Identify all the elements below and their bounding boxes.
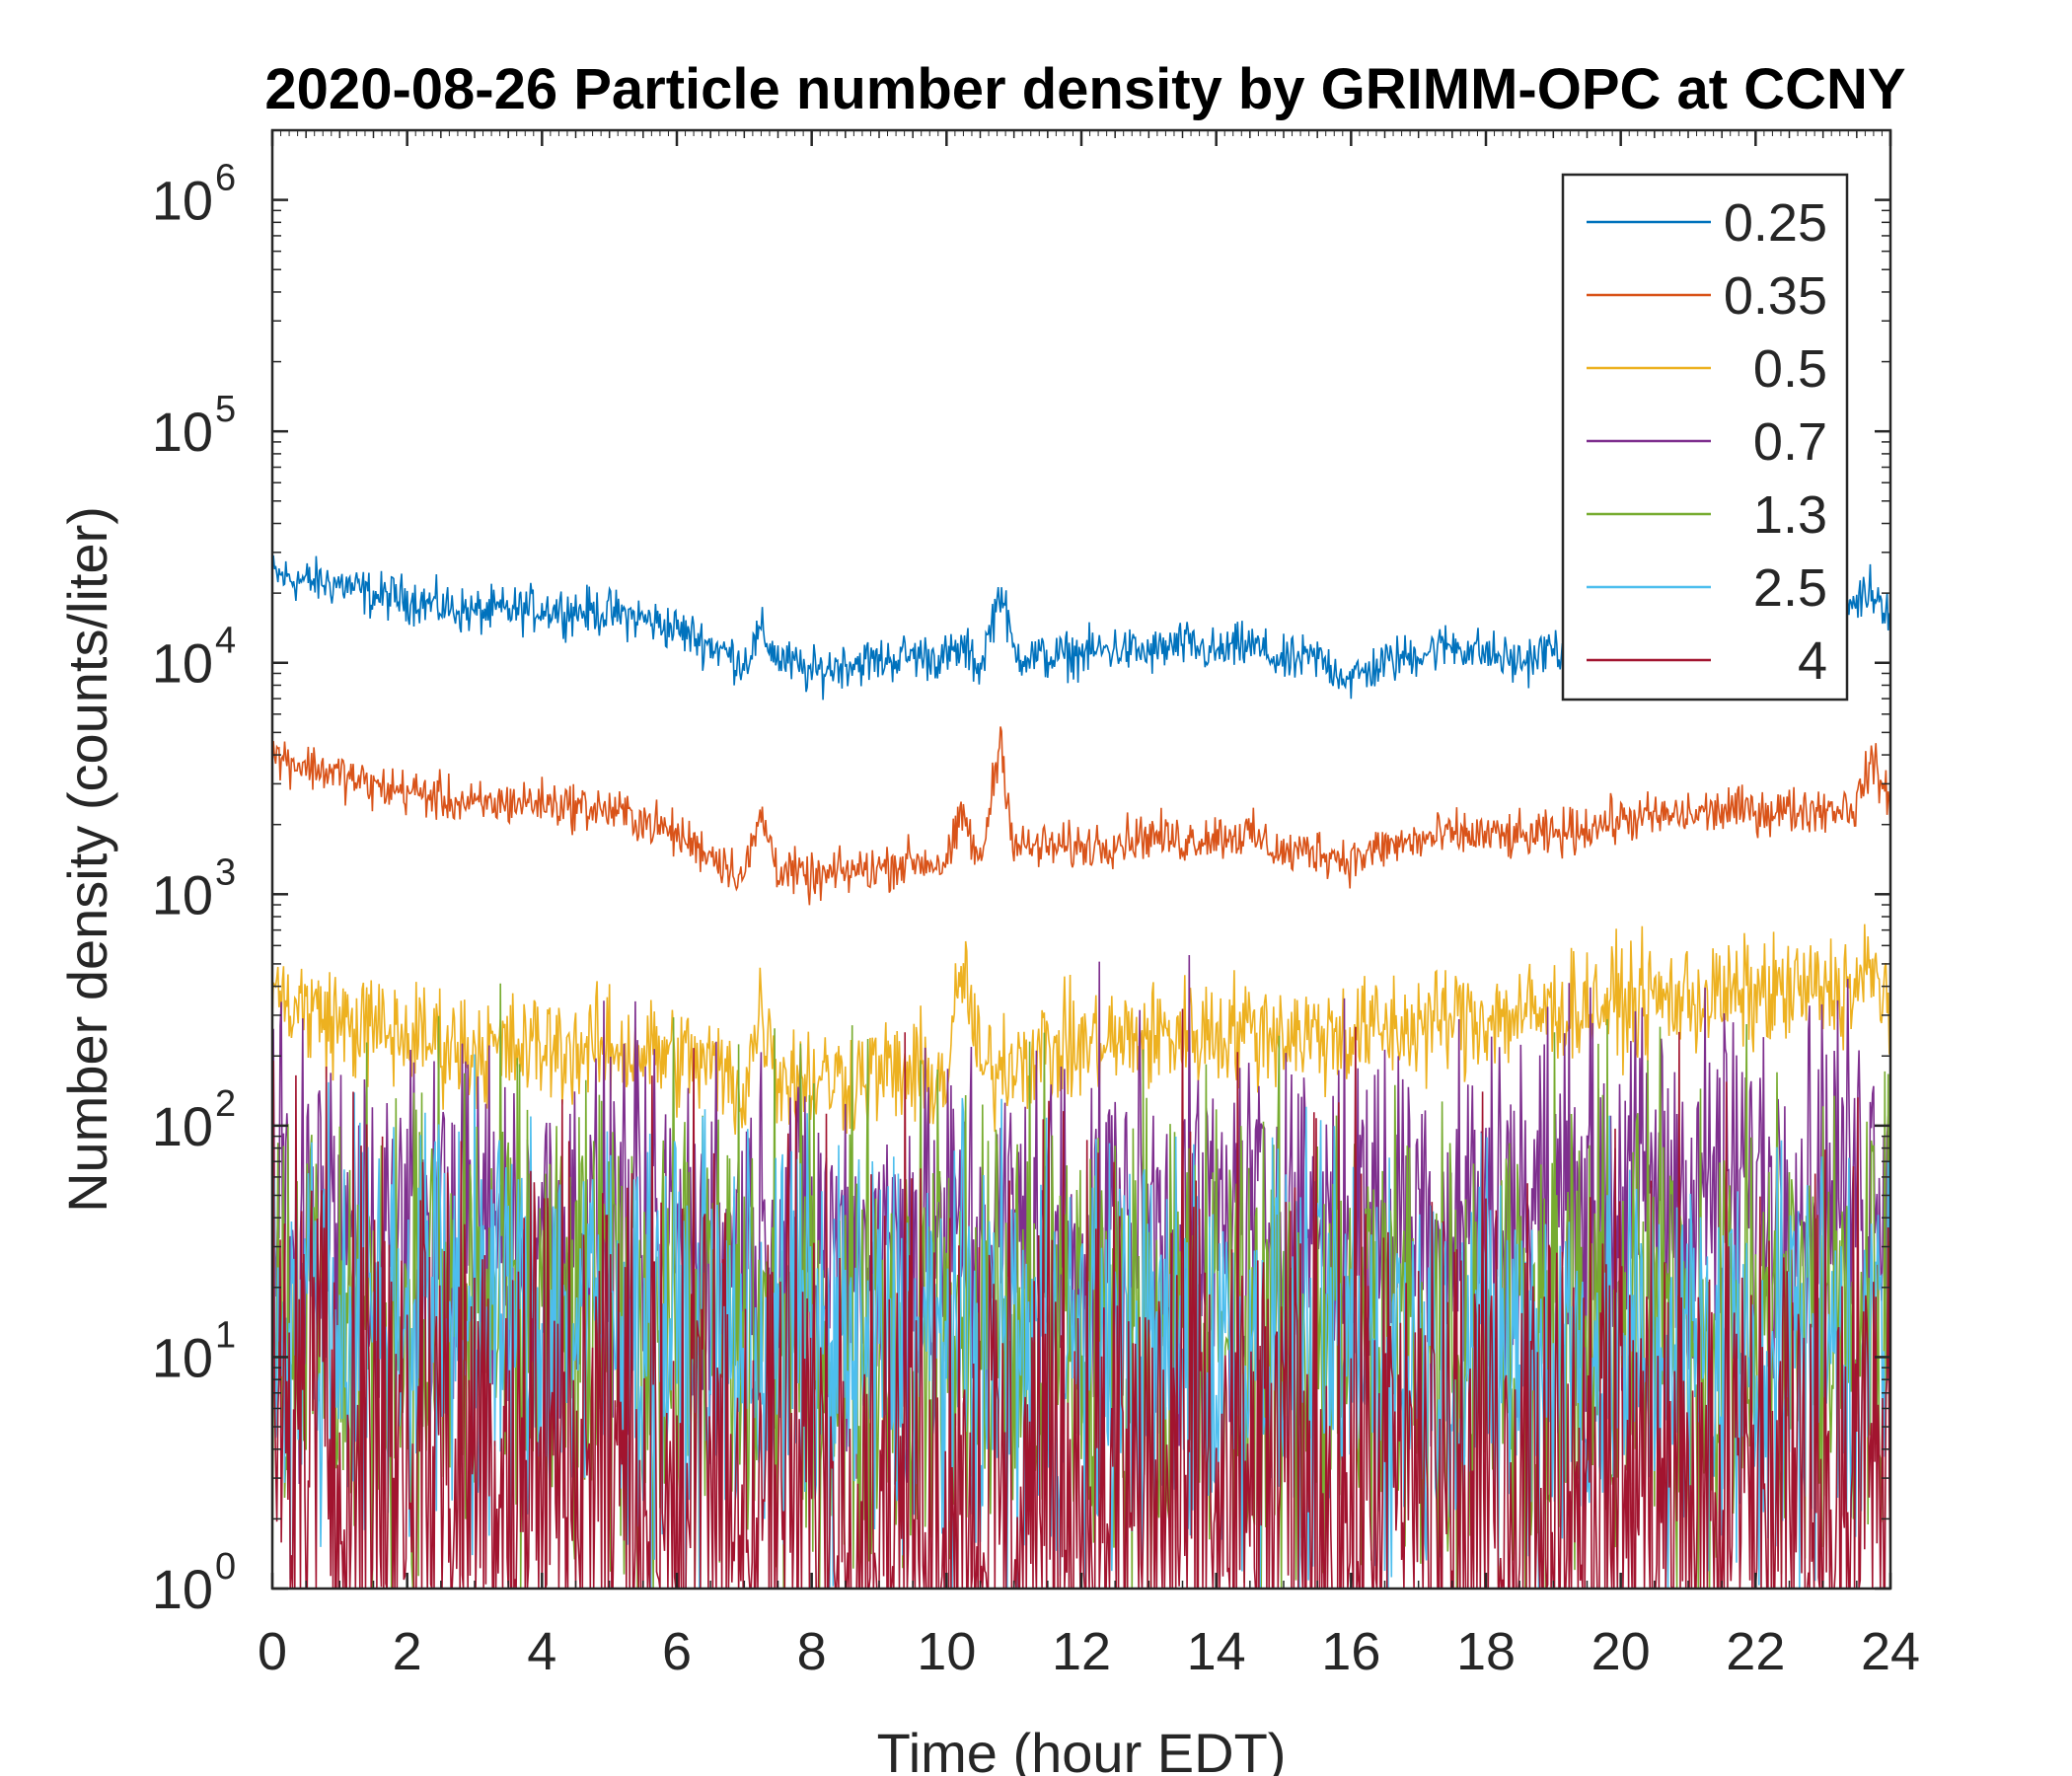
x-tick-label: 0	[258, 1622, 287, 1681]
y-tick-exponent: 6	[215, 158, 236, 199]
y-tick-exponent: 0	[215, 1546, 236, 1588]
series-layer	[272, 555, 1890, 1589]
legend-box	[1561, 173, 1849, 702]
x-tick-labels: 0 2 4 6 8 10 12 14 16 18 20 22 24	[258, 1622, 1920, 1681]
x-tick-label: 10	[917, 1622, 976, 1681]
legend: 0.25 0.35 0.5 0.7 1.3 2.5 4	[1561, 173, 1849, 702]
x-axis-label: Time (hour EDT)	[877, 1722, 1287, 1776]
legend-label-5: 1.3	[1753, 485, 1827, 545]
x-tick-label: 22	[1726, 1622, 1785, 1681]
y-tick-label: 10	[152, 1558, 213, 1620]
y-tick-exponent: 1	[215, 1314, 236, 1356]
plot-frame	[270, 128, 1892, 1591]
x-tick-label: 16	[1321, 1622, 1380, 1681]
y-tick-label: 10	[152, 1326, 213, 1388]
legend-label-6: 2.5	[1753, 558, 1827, 618]
legend-label-7: 4	[1798, 631, 1827, 691]
x-tick-label: 24	[1861, 1622, 1920, 1681]
x-tick-label: 12	[1052, 1622, 1111, 1681]
x-tick-label: 6	[662, 1622, 692, 1681]
legend-label-4: 0.7	[1753, 412, 1827, 472]
y-tick-exponent: 5	[215, 389, 236, 430]
series-line-2	[272, 726, 1890, 906]
y-tick-label: 10	[152, 170, 213, 232]
y-tick-exponent: 3	[215, 851, 236, 893]
legend-label-2: 0.35	[1724, 266, 1827, 326]
x-tick-label: 8	[797, 1622, 827, 1681]
series-line-3	[272, 924, 1890, 1135]
x-tick-label: 2	[393, 1622, 422, 1681]
y-tick-exponent: 4	[215, 621, 236, 662]
x-tick-label: 14	[1187, 1622, 1246, 1681]
y-tick-exponent: 2	[215, 1083, 236, 1125]
y-axis-label: Number density (counts/liter)	[56, 506, 118, 1213]
y-tick-label: 10	[152, 401, 213, 463]
series-line-7	[272, 1008, 1890, 1589]
legend-label-3: 0.5	[1753, 339, 1827, 399]
x-tick-label: 18	[1456, 1622, 1516, 1681]
legend-label-1: 0.25	[1724, 193, 1827, 253]
chart-title: 2020-08-26 Particle number density by GR…	[264, 57, 1905, 121]
y-tick-label: 10	[152, 632, 213, 695]
y-tick-label: 10	[152, 863, 213, 925]
y-tick-label: 10	[152, 1095, 213, 1157]
x-tick-label: 20	[1591, 1622, 1651, 1681]
x-tick-label: 4	[527, 1622, 556, 1681]
